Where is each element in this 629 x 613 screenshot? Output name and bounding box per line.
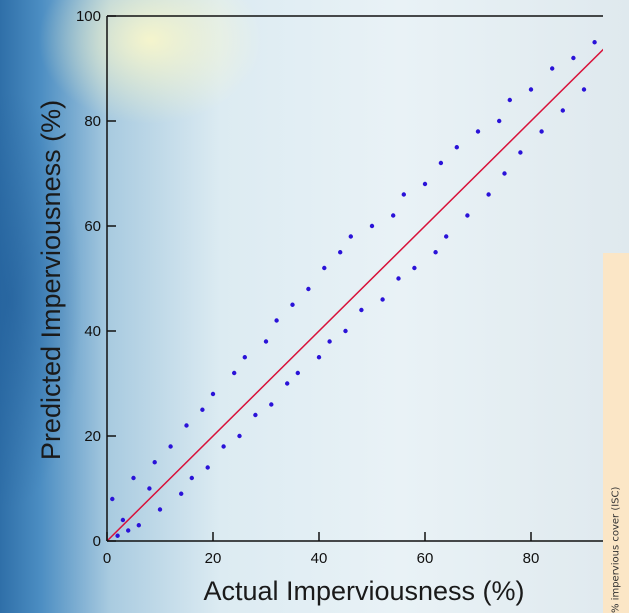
- data-point: [290, 302, 295, 307]
- y-tick-label: 20: [84, 428, 101, 445]
- y-axis-label: Predicted Imperviousness (%): [36, 100, 66, 460]
- data-point: [110, 496, 115, 502]
- data-point: [184, 423, 189, 428]
- data-point: [433, 250, 438, 255]
- data-point: [295, 370, 300, 376]
- data-point: [253, 412, 258, 418]
- scatter-chart: 0 20 40 60 80 0 20 40 60 80 100 Actual Impervious…: [36, 8, 603, 606]
- data-point: [168, 444, 173, 449]
- data-point: [338, 250, 343, 255]
- data-point: [126, 528, 131, 533]
- y-tick-label: 100: [76, 8, 101, 25]
- data-point: [401, 192, 406, 197]
- data-point: [200, 407, 205, 412]
- data-point: [539, 129, 544, 134]
- data-point: [263, 339, 269, 344]
- x-tick-label: 20: [205, 550, 222, 567]
- data-point: [210, 391, 216, 397]
- x-tick-label: 60: [417, 550, 434, 567]
- data-point: [444, 234, 449, 239]
- data-point: [550, 66, 555, 71]
- y-axis-ticks: 0 20 40 60 80 100: [76, 8, 116, 550]
- data-point: [274, 318, 279, 323]
- data-point: [507, 97, 512, 103]
- data-point: [189, 475, 194, 481]
- data-point: [115, 533, 120, 538]
- side-panel-label: % impervious cover (ISC): [610, 486, 622, 613]
- data-point: [152, 460, 157, 465]
- data-point: [518, 150, 523, 155]
- data-point: [136, 523, 141, 528]
- data-point: [502, 171, 507, 176]
- data-point: [131, 475, 136, 481]
- data-point: [581, 87, 587, 92]
- data-point: [391, 213, 396, 218]
- data-point: [179, 491, 184, 496]
- data-point: [322, 265, 327, 271]
- scatter-points: [110, 40, 597, 538]
- data-point: [316, 355, 322, 360]
- identity-line: [107, 48, 603, 541]
- data-point: [571, 55, 576, 61]
- data-point: [157, 507, 163, 512]
- x-axis-label: Actual Imperviousness (%): [203, 576, 524, 606]
- x-tick-label: 0: [103, 550, 111, 567]
- data-point: [359, 307, 364, 313]
- data-point: [205, 465, 210, 470]
- data-point: [343, 328, 348, 334]
- data-point: [348, 234, 353, 239]
- plot-area: [107, 16, 603, 541]
- y-tick-label: 40: [84, 323, 101, 340]
- data-point: [454, 145, 459, 150]
- data-point: [592, 40, 597, 45]
- data-point: [242, 355, 247, 360]
- data-point: [438, 160, 444, 166]
- data-point: [486, 192, 491, 197]
- data-point: [285, 381, 290, 386]
- y-tick-label: 0: [93, 533, 101, 550]
- side-panel: % impervious cover (ISC): [603, 253, 629, 613]
- data-point: [475, 129, 481, 134]
- data-point: [465, 213, 470, 218]
- data-point: [120, 517, 126, 523]
- data-point: [369, 223, 375, 229]
- data-point: [422, 181, 428, 187]
- data-point: [497, 118, 502, 124]
- x-tick-label: 40: [311, 550, 328, 567]
- data-point: [232, 370, 237, 376]
- data-point: [147, 486, 152, 491]
- data-point: [306, 286, 311, 292]
- data-point: [237, 433, 242, 439]
- data-point: [396, 276, 401, 281]
- data-point: [412, 265, 417, 271]
- x-tick-label: 80: [523, 550, 540, 567]
- data-point: [221, 444, 226, 449]
- data-point: [560, 108, 565, 113]
- data-point: [380, 297, 385, 302]
- data-point: [327, 339, 332, 344]
- x-axis-ticks: 0 20 40 60 80: [103, 532, 540, 567]
- y-tick-label: 80: [84, 113, 101, 130]
- data-point: [528, 87, 534, 92]
- data-point: [269, 402, 274, 407]
- y-tick-label: 60: [84, 218, 101, 235]
